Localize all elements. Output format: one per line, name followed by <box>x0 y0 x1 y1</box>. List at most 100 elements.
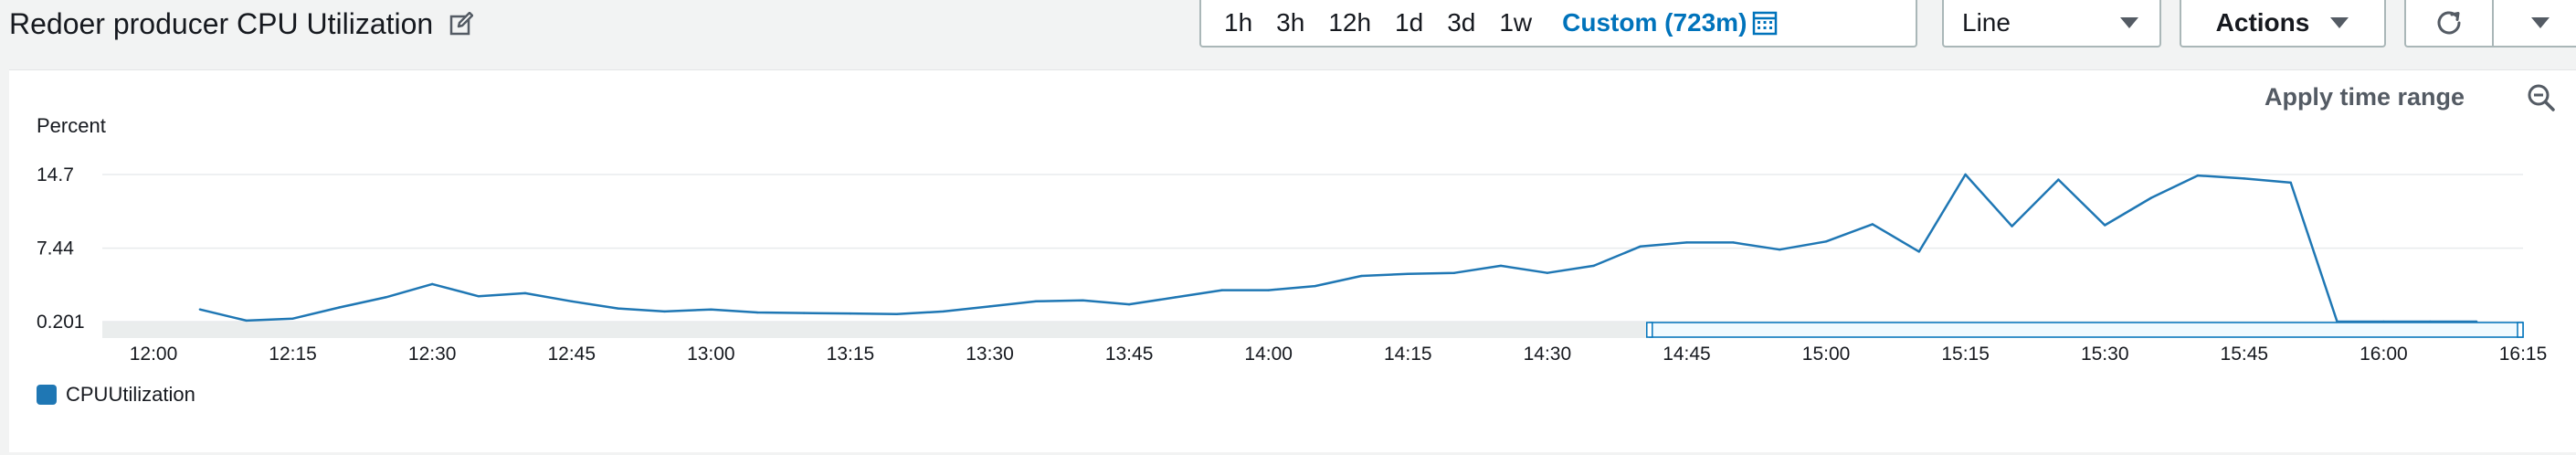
actions-label: Actions <box>2215 8 2310 37</box>
data-point <box>1127 302 1131 306</box>
refresh-interval-dropdown[interactable] <box>2494 0 2576 46</box>
x-tick-label: 13:45 <box>1105 344 1154 363</box>
x-tick-label: 14:45 <box>1663 344 1711 363</box>
data-point <box>988 305 991 308</box>
edit-title-icon[interactable] <box>449 12 474 36</box>
range-custom-button[interactable]: Custom (723m) <box>1544 0 1790 46</box>
range-1w-button[interactable]: 1w <box>1499 8 1533 37</box>
calendar-icon <box>1752 10 1778 36</box>
y-tick-label: 14.7 <box>37 164 74 185</box>
data-point <box>1685 241 1688 244</box>
data-point <box>291 317 294 320</box>
data-point <box>1267 289 1270 291</box>
data-point <box>2289 181 2292 185</box>
data-point <box>710 308 713 311</box>
chart-type-value: Line <box>1962 8 2011 37</box>
zoom-out-icon[interactable] <box>2527 83 2556 117</box>
x-tick-label: 16:00 <box>2360 344 2408 363</box>
x-tick-label: 15:30 <box>2081 344 2129 363</box>
data-point <box>1407 272 1409 276</box>
brush-handle-right <box>2517 322 2524 338</box>
data-point <box>2336 320 2338 323</box>
widget-title: Redoer producer CPU Utilization <box>9 6 434 40</box>
data-point <box>2243 177 2246 180</box>
data-point <box>1732 241 1735 244</box>
data-point <box>1964 173 1967 176</box>
data-point <box>1499 264 1503 268</box>
line-chart[interactable]: 0.201 7.44 14.7 12:00 12:15 12:30 12:45 13:00 13… <box>9 70 2576 363</box>
range-3h-button[interactable]: 3h <box>1276 8 1305 37</box>
data-point <box>2149 196 2153 199</box>
data-point <box>2057 178 2060 181</box>
data-point <box>1824 240 1828 243</box>
x-tick-label: 13:15 <box>827 344 875 363</box>
series-line-cpuutilization <box>199 173 2477 323</box>
actions-button[interactable]: Actions <box>2180 0 2386 48</box>
chart-panel: Percent Apply time range 0.201 7.44 14.7 12… <box>9 69 2576 452</box>
refresh-button[interactable] <box>2406 0 2494 46</box>
data-point <box>1452 271 1456 274</box>
data-point <box>617 307 619 310</box>
x-tick-label: 15:00 <box>1802 344 1851 363</box>
data-point <box>1360 274 1363 278</box>
x-tick-label: 12:30 <box>408 344 457 363</box>
x-tick-label: 13:00 <box>687 344 735 363</box>
data-point <box>1639 245 1642 249</box>
data-point <box>849 312 852 315</box>
data-point <box>570 300 573 303</box>
apply-time-range-button[interactable]: Apply time range <box>2264 83 2465 111</box>
chart-legend: CPUUtilization <box>37 383 195 407</box>
data-point <box>895 312 899 315</box>
chart-type-select[interactable]: Line <box>1942 0 2161 48</box>
data-point <box>338 306 341 309</box>
y-axis-label: Percent <box>37 114 106 137</box>
data-point <box>1082 299 1084 302</box>
x-tick-label: 13:30 <box>966 344 1014 363</box>
x-tick-label: 12:45 <box>547 344 596 363</box>
data-point <box>2475 320 2478 323</box>
x-tick-label: 15:45 <box>2221 344 2269 363</box>
data-point <box>1314 284 1316 288</box>
brush-handle-left <box>1646 322 1653 338</box>
refresh-control <box>2404 0 2576 48</box>
y-tick-label: 7.44 <box>37 238 74 259</box>
x-tick-label: 12:15 <box>269 344 317 363</box>
refresh-icon <box>2437 11 2461 35</box>
data-point <box>523 291 527 295</box>
range-1h-button[interactable]: 1h <box>1224 8 1253 37</box>
data-point <box>198 308 202 311</box>
x-tick-label: 12:00 <box>130 344 178 363</box>
data-point <box>802 312 806 314</box>
time-range-selector: 1h 3h 12h 1d 3d 1w Custom (723m) <box>1199 0 1917 48</box>
x-tick-label: 15:15 <box>1941 344 1990 363</box>
y-tick-label: 0.201 <box>37 312 85 333</box>
data-point <box>245 319 248 323</box>
legend-label[interactable]: CPUUtilization <box>66 383 195 406</box>
data-point <box>1546 271 1549 274</box>
widget-title-row: Redoer producer CPU Utilization <box>9 5 474 42</box>
x-tick-label: 14:00 <box>1244 344 1293 363</box>
data-point <box>385 296 387 299</box>
data-point <box>1871 223 1874 226</box>
range-12h-button[interactable]: 12h <box>1328 8 1372 37</box>
data-point <box>1220 289 1224 291</box>
range-1d-button[interactable]: 1d <box>1395 8 1424 37</box>
caret-down-icon <box>2330 17 2349 28</box>
data-point <box>2382 320 2385 323</box>
x-tick-label: 16:15 <box>2499 344 2548 363</box>
data-point <box>1592 264 1595 268</box>
data-point <box>2429 320 2432 323</box>
x-tick-label: 14:30 <box>1524 344 1572 363</box>
data-point <box>942 310 945 313</box>
data-point <box>2011 225 2013 228</box>
data-point <box>1917 250 1920 253</box>
range-3d-button[interactable]: 3d <box>1447 8 1476 37</box>
caret-down-icon <box>2531 17 2550 28</box>
time-brush-selection <box>1649 322 2524 338</box>
data-point <box>663 310 666 313</box>
data-point <box>2104 224 2106 227</box>
data-point <box>1778 248 1781 251</box>
legend-swatch[interactable] <box>37 385 57 405</box>
data-point <box>477 295 480 298</box>
x-tick-label: 14:15 <box>1384 344 1432 363</box>
